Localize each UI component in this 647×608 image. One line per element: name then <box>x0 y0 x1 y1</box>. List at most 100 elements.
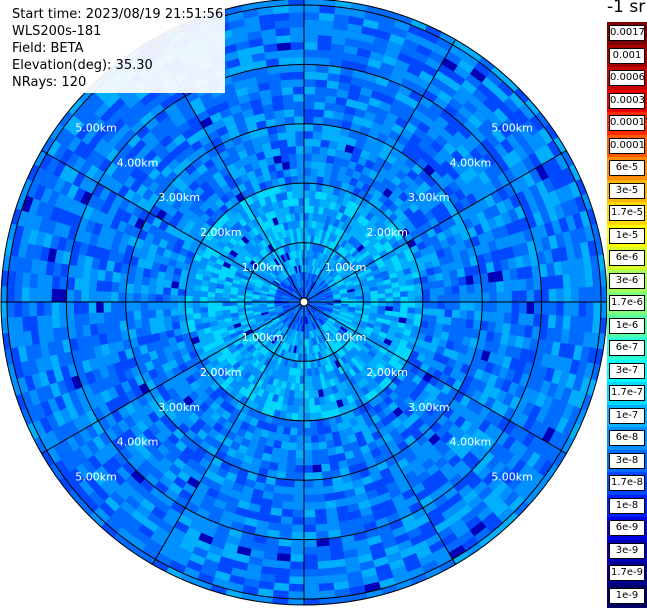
ring-label: 2.00km <box>366 226 408 239</box>
data-cell <box>517 267 526 280</box>
data-cell <box>496 281 504 292</box>
data-cell <box>435 273 444 282</box>
data-cell <box>1 286 7 303</box>
data-cell <box>126 292 134 302</box>
data-cell <box>96 280 104 292</box>
data-cell <box>283 102 294 110</box>
colorbar-tick-label: 6e-5 <box>609 160 645 176</box>
data-cell <box>170 295 178 302</box>
data-cell <box>304 64 317 72</box>
data-cell <box>304 109 315 117</box>
data-cell <box>415 308 423 315</box>
ring-label: 2.00km <box>200 366 242 379</box>
data-cell <box>467 311 475 321</box>
data-cell <box>502 323 511 335</box>
data-cell <box>156 302 164 310</box>
data-cell <box>14 286 22 302</box>
data-cell <box>215 297 223 302</box>
data-cell <box>118 292 126 302</box>
data-cell <box>415 296 423 302</box>
data-cell <box>284 479 295 487</box>
data-cell <box>283 494 294 502</box>
data-cell <box>104 291 112 302</box>
data-cell <box>275 28 290 36</box>
data-cell <box>237 298 245 302</box>
data-cell <box>328 455 338 464</box>
data-cell <box>288 146 297 154</box>
data-cell <box>442 271 451 280</box>
data-cell <box>317 427 325 435</box>
data-cell <box>443 317 451 326</box>
data-cell <box>149 317 157 326</box>
data-cell <box>287 457 296 465</box>
data-cell <box>487 272 496 283</box>
ring-label: 3.00km <box>158 191 200 204</box>
data-cell <box>292 79 304 87</box>
data-cell <box>318 434 326 442</box>
data-cell <box>288 442 296 450</box>
data-cell <box>295 124 305 132</box>
scan-info-box: Start time: 2023/08/19 21:51:56 WLS200s-… <box>10 6 225 93</box>
data-cell <box>564 302 572 317</box>
data-cell <box>444 309 452 317</box>
data-cell <box>297 428 304 436</box>
ring-label: 5.00km <box>75 121 117 134</box>
data-cell <box>310 428 318 436</box>
data-cell <box>280 524 293 532</box>
data-cell <box>270 88 282 97</box>
data-cell <box>578 287 586 302</box>
data-cell <box>287 139 296 147</box>
data-cell <box>304 161 312 169</box>
data-cell <box>562 316 571 331</box>
data-cell <box>163 302 171 310</box>
data-cell <box>309 198 315 206</box>
data-cell <box>275 20 291 29</box>
data-cell <box>304 450 313 458</box>
data-cell <box>319 154 328 162</box>
data-cell <box>474 283 482 293</box>
data-cell <box>415 302 423 309</box>
data-cell <box>325 433 334 442</box>
nrays-text: NRays: 120 <box>12 74 223 91</box>
data-cell <box>293 87 305 95</box>
data-cell <box>315 94 327 102</box>
data-cell <box>304 547 318 555</box>
data-cell <box>304 146 313 154</box>
data-cell <box>299 384 304 392</box>
data-cell <box>495 271 504 283</box>
data-cell <box>511 313 519 325</box>
data-cell <box>304 5 320 13</box>
data-cell <box>407 285 415 292</box>
data-cell <box>104 312 112 323</box>
data-cell <box>304 443 312 451</box>
ring-label: 4.00km <box>450 436 492 449</box>
data-cell <box>280 72 293 80</box>
colorbar-tick-label: 0.0017 <box>609 25 645 41</box>
data-cell <box>304 539 317 547</box>
data-cell <box>481 311 489 322</box>
data-cell <box>285 117 295 125</box>
data-cell <box>570 273 579 288</box>
data-cell <box>436 280 444 288</box>
instrument-text: WLS200s-181 <box>12 23 223 40</box>
data-cell <box>318 575 334 584</box>
data-cell <box>52 288 60 302</box>
data-cell <box>292 72 305 80</box>
data-cell <box>438 302 446 310</box>
data-cell <box>15 316 24 332</box>
data-cell <box>312 465 322 473</box>
data-cell <box>555 275 564 290</box>
data-cell <box>526 314 534 327</box>
data-cell <box>319 441 328 449</box>
data-cell <box>408 302 416 308</box>
data-cell <box>577 316 586 332</box>
colorbar-tick-label: 3e-6 <box>609 273 645 289</box>
data-cell <box>315 509 327 517</box>
data-cell <box>292 517 304 525</box>
data-cell <box>571 302 579 317</box>
data-cell <box>430 288 438 296</box>
data-cell <box>74 302 82 315</box>
data-cell <box>519 290 527 302</box>
data-cell <box>527 290 535 303</box>
data-cell <box>314 501 326 509</box>
